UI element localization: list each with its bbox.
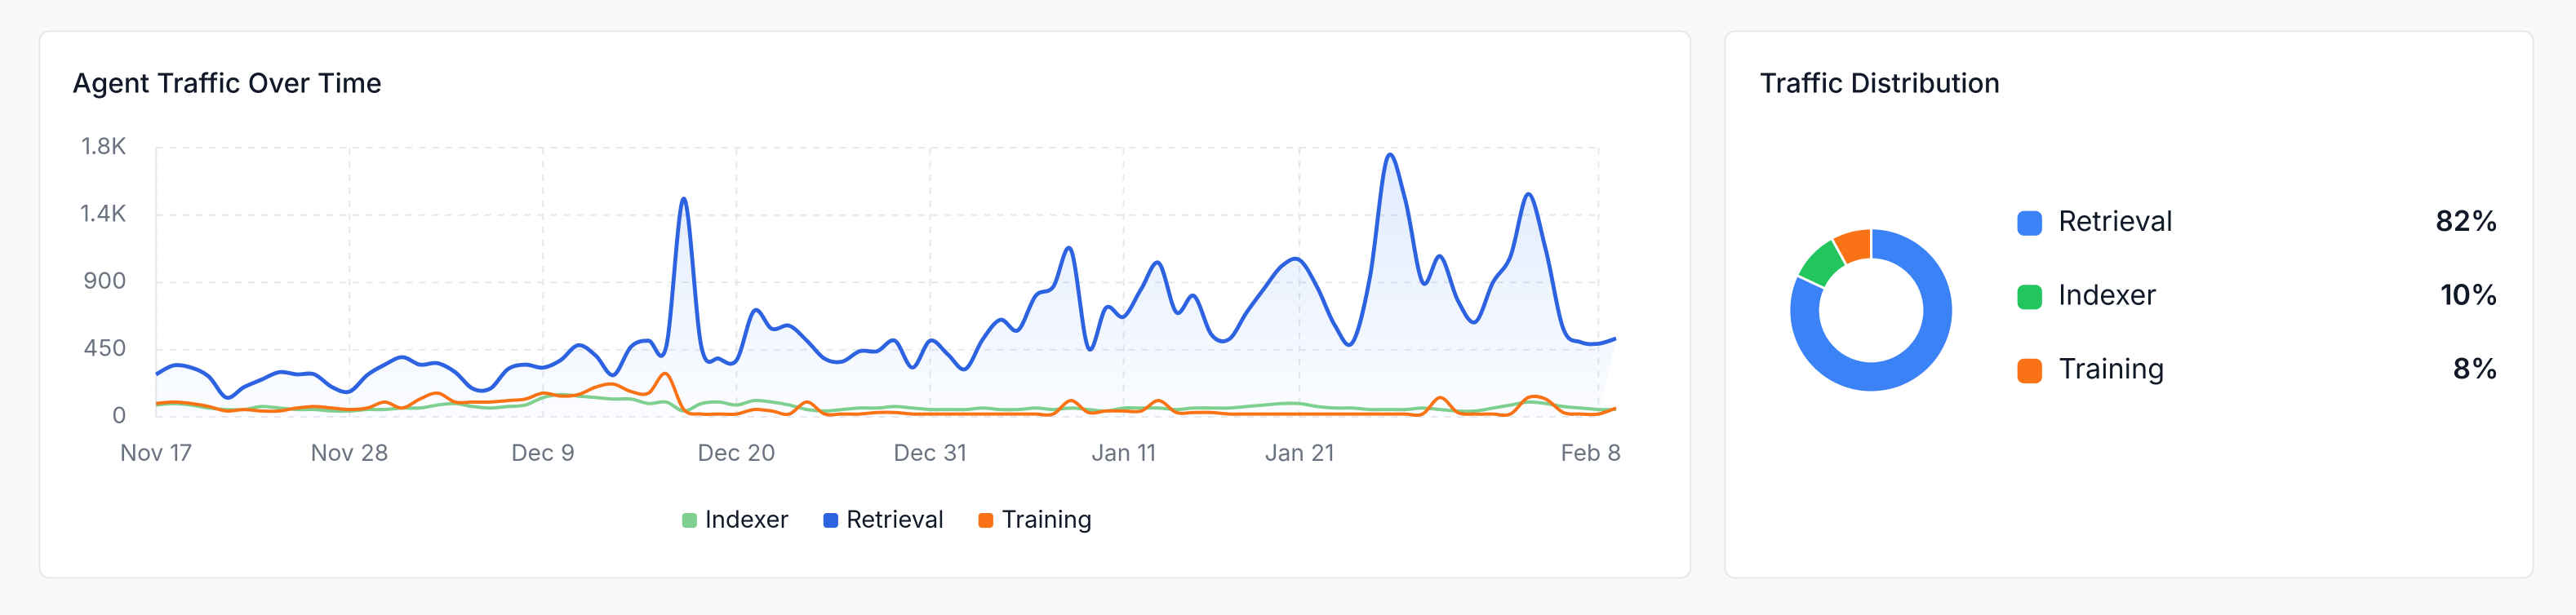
x-tick-label: Jan 11 (1091, 439, 1156, 467)
legend-label: Training (1002, 506, 1092, 534)
line (155, 153, 1617, 400)
x-tick-label: Dec 9 (511, 439, 575, 467)
legend-swatch (2017, 210, 2042, 236)
area (156, 154, 1616, 418)
y-tick-label: 450 (83, 334, 127, 361)
legend-label: Training (2059, 352, 2165, 386)
legend-swatch (2017, 358, 2042, 383)
y-tick-label: 900 (83, 267, 127, 294)
legend-label: Retrieval (846, 506, 944, 534)
value-label: 10% (2441, 279, 2498, 312)
y-tick-label: 0 (112, 401, 127, 429)
pie-slice (1829, 227, 1873, 268)
line (156, 371, 1617, 418)
legend-swatch (2017, 285, 2042, 310)
legend-swatch (682, 512, 697, 529)
x-tick-label: Nov 28 (310, 439, 389, 467)
legend-swatch (823, 512, 838, 529)
pie-slice (1788, 227, 1955, 394)
x-tick-label: Feb 8 (1561, 439, 1622, 467)
card (38, 30, 1692, 579)
value-label: 8% (2453, 352, 2498, 386)
card-title: Agent Traffic Over Time (73, 68, 382, 100)
value-label: 82% (2436, 205, 2499, 238)
x-tick-label: Dec 31 (894, 439, 967, 467)
legend-swatch (978, 512, 993, 529)
card (1724, 30, 2534, 579)
x-tick-label: Jan 21 (1265, 439, 1335, 467)
legend-label: Retrieval (2059, 205, 2173, 238)
legend-label: Indexer (705, 506, 789, 534)
card-title: Traffic Distribution (1760, 68, 2001, 100)
y-tick-label: 1.4K (80, 199, 127, 227)
legend-label: Indexer (2059, 279, 2156, 312)
y-tick-label: 1.8K (82, 132, 127, 160)
x-tick-label: Dec 20 (698, 439, 776, 467)
x-tick-label: Nov 17 (120, 439, 193, 467)
